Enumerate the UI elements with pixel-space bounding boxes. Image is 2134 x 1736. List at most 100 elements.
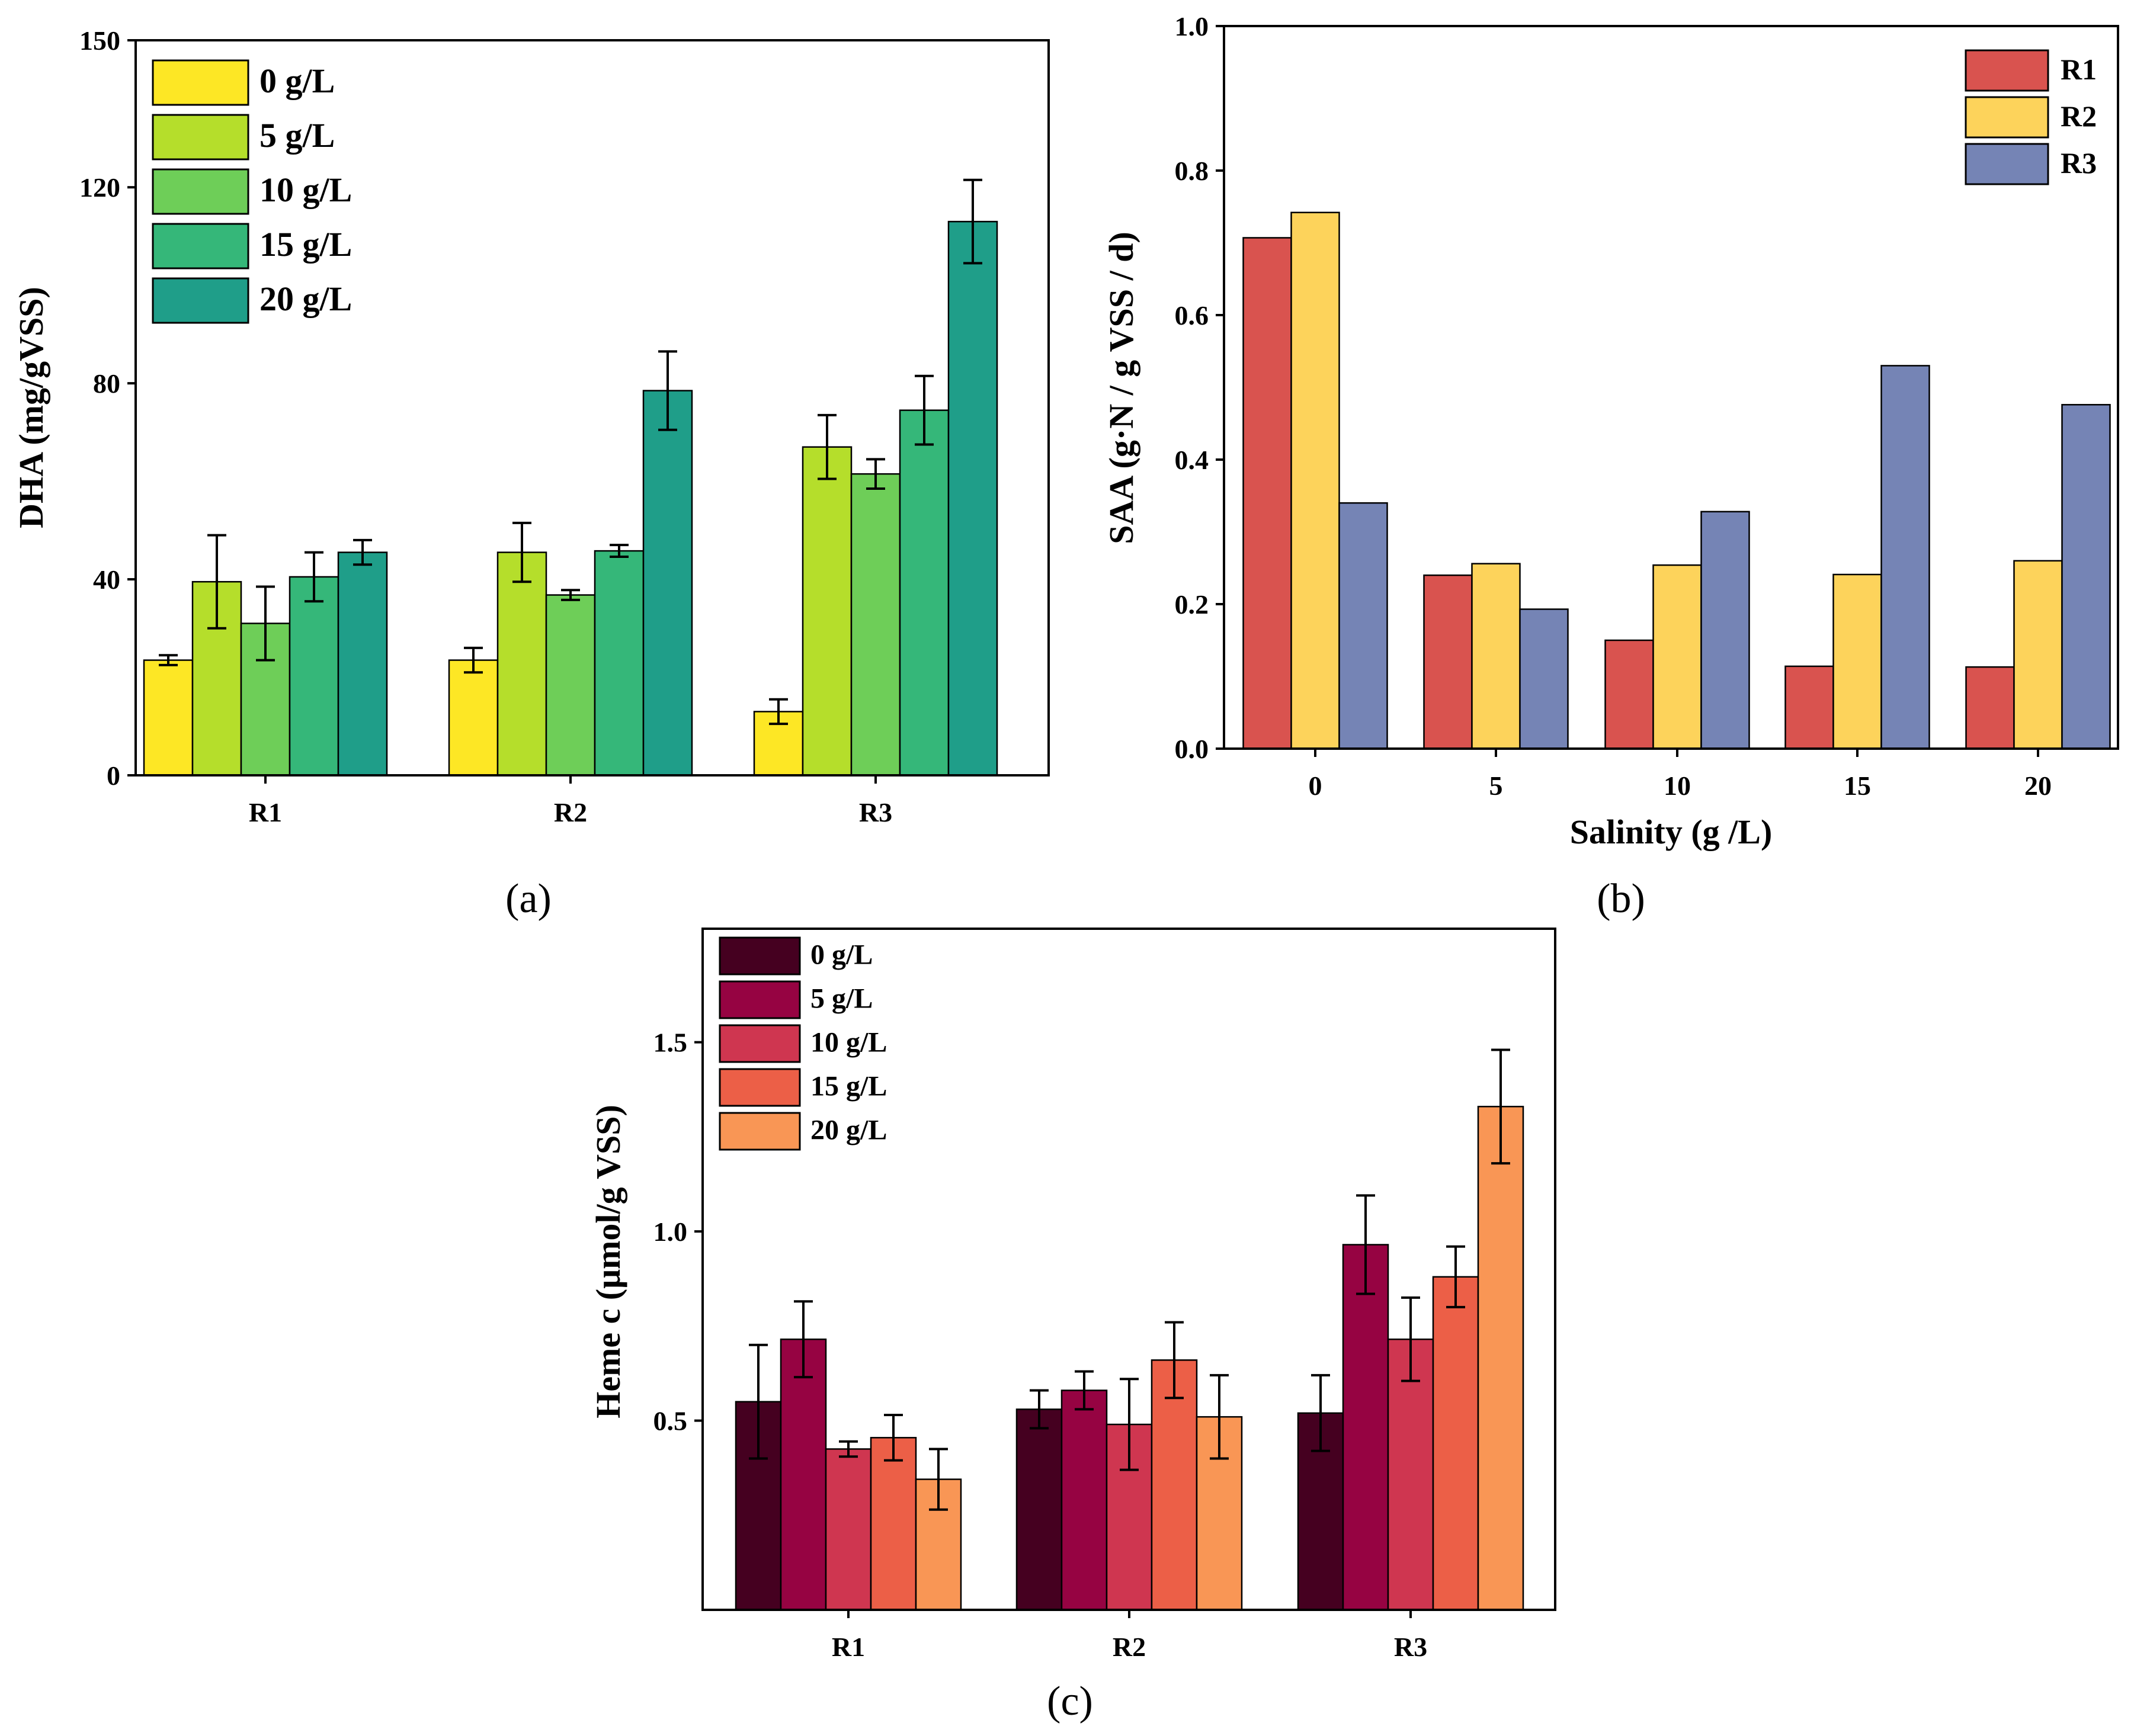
legend-swatch <box>719 1112 801 1151</box>
y-tick-label: 1.5 <box>653 1028 688 1058</box>
error-bar <box>207 534 226 630</box>
plot-frame <box>1223 25 2119 750</box>
y-tick-label: 0.5 <box>653 1406 688 1436</box>
x-tick-label: R3 <box>859 797 892 827</box>
legend-swatch <box>719 1068 801 1107</box>
bar-c-15gL-R2 <box>1151 1359 1198 1611</box>
legend-label: 0 g/L <box>259 62 335 100</box>
bar-b-R1-10 <box>1604 639 1654 750</box>
legend-swatch <box>152 223 249 269</box>
y-tick-label: 0.2 <box>1175 589 1209 620</box>
y-tick-label: 0 <box>107 760 120 791</box>
bar-b-R2-0 <box>1290 211 1340 750</box>
panel-label-c: (c) <box>1047 1679 1093 1724</box>
error-bar <box>1446 1245 1465 1308</box>
y-tick-label: 0.6 <box>1175 300 1209 330</box>
bar-c-20gL-R3 <box>1477 1106 1524 1611</box>
bar-c-15gL-R1 <box>870 1437 917 1611</box>
bar-c-15gL-R3 <box>1432 1276 1479 1611</box>
error-bar <box>929 1448 948 1511</box>
error-bar <box>561 589 580 601</box>
bar-c-5gL-R1 <box>780 1338 827 1611</box>
error-bar <box>610 544 629 559</box>
error-bar <box>1165 1321 1184 1400</box>
y-tick-label: 0.8 <box>1175 156 1209 186</box>
x-axis-title: Salinity (g /L) <box>1570 813 1773 851</box>
error-bar <box>1030 1389 1049 1430</box>
error-bar <box>1401 1296 1420 1382</box>
legend-swatch <box>719 936 801 976</box>
error-bar <box>749 1343 768 1460</box>
legend-label: R1 <box>2061 53 2097 86</box>
bar-a-20gL-R1 <box>337 551 388 776</box>
y-tick-label: 0.4 <box>1175 445 1209 475</box>
bar-b-R3-15 <box>1880 365 1930 750</box>
legend: 0 g/L 5 g/L 10 g/L 15 g/L 20 g/L <box>719 936 887 1151</box>
bar-b-R1-0 <box>1242 237 1292 750</box>
error-bar <box>1311 1374 1330 1452</box>
x-tick-label: 20 <box>2024 771 2052 801</box>
x-tick-label: R2 <box>554 797 587 827</box>
bar-a-20gL-R3 <box>947 220 998 776</box>
y-tick-label: 1.0 <box>1175 11 1209 41</box>
legend-label: 0 g/L <box>810 939 873 971</box>
panel-b: 0.0 0.2 0.4 0.6 0.8 1.0 0 5 10 15 20 SAA (g·N / g V… <box>1102 11 2119 851</box>
legend-swatch <box>152 168 249 215</box>
y-tick-label: 80 <box>93 368 120 399</box>
legend-swatch <box>152 277 249 324</box>
panel-label-b: (b) <box>1597 876 1645 922</box>
error-bar <box>1356 1194 1375 1295</box>
bar-b-R3-10 <box>1700 511 1750 750</box>
bar-a-15gL-R2 <box>594 550 645 776</box>
bar-b-R1-5 <box>1423 574 1473 750</box>
x-tick-label: 5 <box>1489 771 1503 801</box>
legend-label: R3 <box>2061 146 2097 179</box>
legend: R1 R2 R3 <box>1965 49 2097 185</box>
legend-label: R2 <box>2061 100 2097 133</box>
legend-label: 10 g/L <box>810 1027 887 1058</box>
x-tick-label: R1 <box>832 1632 865 1662</box>
error-bar <box>963 178 982 265</box>
legend: 0 g/L 5 g/L 10 g/L 15 g/L 20 g/L <box>152 59 352 324</box>
legend-swatch <box>152 114 249 161</box>
bar-c-5gL-R2 <box>1060 1390 1108 1611</box>
error-bar <box>1120 1378 1139 1471</box>
panel-c: 0.5 1.0 1.5 R1 R2 R3 Heme c (μmol/g VSS) 0 g/L 5… <box>589 928 1556 1662</box>
bar-b-R2-10 <box>1652 564 1702 750</box>
bar-b-R1-20 <box>1965 666 2015 750</box>
x-tick-label: R3 <box>1394 1632 1427 1662</box>
bar-a-20gL-R2 <box>642 390 693 776</box>
bar-a-5gL-R2 <box>496 551 547 776</box>
error-bar <box>1210 1374 1229 1460</box>
y-axis-title: SAA (g·N / g VSS / d) <box>1102 232 1140 544</box>
error-bar <box>353 538 372 566</box>
legend-label: 20 g/L <box>259 280 352 318</box>
legend-swatch <box>1965 143 2049 185</box>
bar-b-R3-20 <box>2061 404 2111 750</box>
bar-b-R1-15 <box>1784 665 1834 750</box>
y-tick-label: 0.0 <box>1175 734 1209 764</box>
error-bar <box>512 521 531 583</box>
plot-frame <box>134 39 1050 776</box>
error-bar <box>794 1300 813 1379</box>
legend-label: 5 g/L <box>810 983 873 1015</box>
error-bar <box>839 1440 858 1458</box>
legend-swatch <box>1965 49 2049 92</box>
bar-a-0gL-R1 <box>143 659 194 776</box>
bar-b-R2-5 <box>1471 563 1521 750</box>
legend-label: 20 g/L <box>810 1115 887 1146</box>
error-bar <box>818 413 837 480</box>
bar-a-15gL-R1 <box>289 576 339 776</box>
bar-b-R3-0 <box>1338 502 1388 750</box>
legend-label: 10 g/L <box>259 171 352 209</box>
error-bar <box>915 374 934 446</box>
y-tick-label: 150 <box>79 25 120 56</box>
bar-a-0gL-R2 <box>448 659 499 776</box>
legend-swatch <box>719 980 801 1019</box>
bar-a-10gL-R3 <box>850 473 901 776</box>
legend-swatch <box>152 59 249 106</box>
error-bar <box>305 551 323 603</box>
error-bar <box>884 1413 903 1462</box>
bar-a-10gL-R2 <box>545 594 596 776</box>
